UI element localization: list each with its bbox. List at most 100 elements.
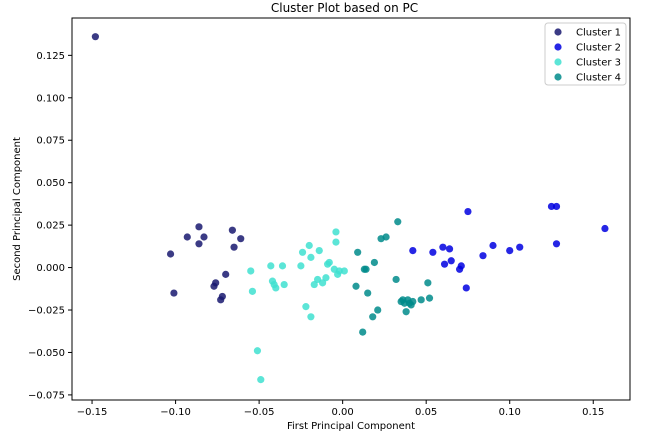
legend-marker <box>554 58 562 66</box>
y-tick-label: 0.050 <box>36 178 65 189</box>
data-point <box>362 265 370 273</box>
data-point <box>447 257 455 265</box>
data-point <box>552 240 561 248</box>
data-point <box>354 248 362 256</box>
data-point <box>322 274 330 282</box>
plot-frame <box>71 17 631 401</box>
data-point <box>195 223 203 231</box>
data-point <box>340 267 348 275</box>
data-point <box>280 280 288 289</box>
data-point <box>305 241 313 250</box>
data-point <box>409 246 417 255</box>
data-point <box>267 262 275 270</box>
legend-marker <box>554 73 562 81</box>
legend-label: Cluster 4 <box>576 73 621 84</box>
data-point <box>253 347 262 355</box>
x-tick-label: 0.10 <box>499 407 521 418</box>
data-point <box>352 282 360 290</box>
data-point <box>417 296 425 304</box>
data-point <box>278 262 287 270</box>
data-point <box>315 246 323 255</box>
data-point <box>382 233 390 241</box>
data-point <box>374 306 382 314</box>
data-point <box>228 226 236 234</box>
data-point <box>247 267 255 275</box>
x-tick-label: −0.10 <box>160 407 191 418</box>
legend-label: Cluster 2 <box>576 43 621 54</box>
data-point <box>302 303 310 311</box>
data-point <box>91 33 99 41</box>
data-point <box>257 376 265 384</box>
data-point <box>364 289 372 297</box>
data-point <box>547 202 556 211</box>
data-point <box>506 246 514 255</box>
y-tick-label: −0.050 <box>28 348 65 359</box>
data-point <box>248 287 257 295</box>
data-point <box>332 228 340 236</box>
x-axis: −0.15 −0.10 −0.05 0.00 0.05 0.10 0.15 <box>77 400 604 418</box>
data-point <box>272 284 280 292</box>
y-tick-label: −0.025 <box>28 306 65 317</box>
data-point <box>370 258 378 267</box>
data-point <box>601 224 609 233</box>
data-point <box>402 308 410 316</box>
data-point <box>462 284 470 292</box>
legend-label: Cluster 1 <box>576 28 621 39</box>
y-tick-label: 0.000 <box>36 263 65 274</box>
chart-title: Cluster Plot based on PC <box>271 1 418 15</box>
y-tick-label: 0.125 <box>36 51 65 62</box>
y-axis: −0.075 −0.050 −0.025 0.000 0.025 0.050 0.075 0.… <box>28 51 72 401</box>
data-point <box>516 243 524 251</box>
legend-box <box>544 22 627 86</box>
data-point <box>335 267 343 275</box>
x-tick-label: 0.15 <box>582 407 604 418</box>
legend: Cluster 1 Cluster 2 Cluster 3 Cluster 4 <box>544 22 627 86</box>
data-point <box>200 233 208 241</box>
data-point <box>479 252 487 260</box>
data-point <box>297 262 305 270</box>
data-point <box>318 279 327 287</box>
y-tick-label: 0.100 <box>36 93 65 104</box>
x-tick-label: 0.05 <box>415 407 437 418</box>
data-point <box>183 233 191 241</box>
data-point <box>307 313 315 321</box>
x-tick-label: −0.15 <box>77 407 108 418</box>
data-point <box>429 248 437 256</box>
data-point <box>237 235 245 243</box>
data-point <box>392 275 400 284</box>
data-point <box>424 279 432 287</box>
y-tick-label: 0.025 <box>36 221 65 232</box>
data-point <box>552 202 561 211</box>
data-point <box>298 248 307 256</box>
data-point <box>310 280 318 289</box>
data-point <box>307 253 315 261</box>
legend-marker <box>554 43 562 51</box>
data-point <box>439 243 447 251</box>
data-point <box>212 279 220 287</box>
data-point <box>170 289 178 297</box>
data-point <box>222 270 230 278</box>
legend-label: Cluster 3 <box>576 58 621 69</box>
data-point <box>464 207 472 216</box>
data-point <box>425 294 434 302</box>
y-axis-label: Second Principal Component <box>12 137 23 281</box>
data-point <box>409 297 417 306</box>
y-tick-label: −0.075 <box>28 390 65 401</box>
data-point <box>332 238 340 246</box>
x-axis-label: First Principal Component <box>287 421 415 432</box>
data-point <box>218 292 226 301</box>
data-point <box>445 245 454 253</box>
data-point <box>195 240 203 248</box>
data-point <box>325 258 333 267</box>
data-point <box>369 313 377 321</box>
data-point <box>440 260 449 268</box>
x-tick-label: −0.05 <box>244 407 275 418</box>
plot-area <box>91 33 609 384</box>
x-tick-label: 0.00 <box>332 407 354 418</box>
y-tick-label: 0.075 <box>36 136 65 147</box>
data-point <box>230 243 238 251</box>
legend-marker <box>554 28 562 36</box>
data-point <box>457 262 465 270</box>
data-point <box>166 250 175 258</box>
